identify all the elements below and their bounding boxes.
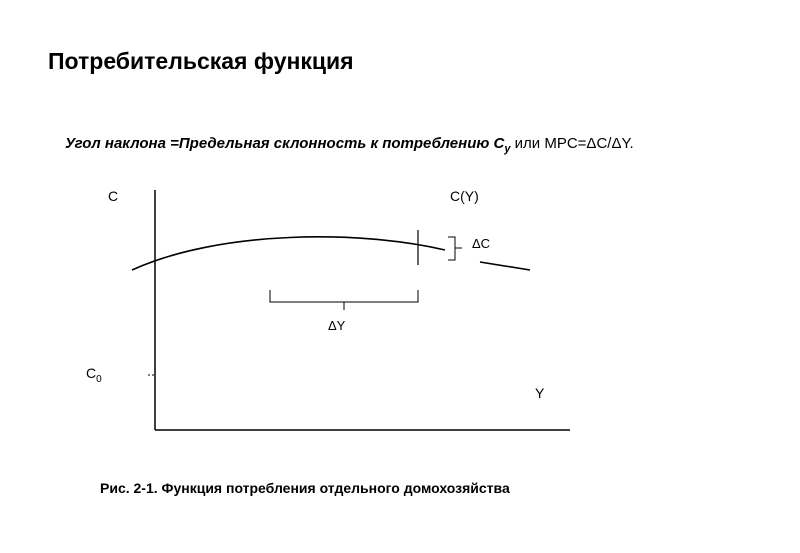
c0-text: C [86,365,96,381]
chart-svg [100,190,660,460]
curve-extra-segment [480,262,530,270]
c0-sub: 0 [96,374,102,385]
subtitle-part3: MPC=ΔC/ΔY. [544,135,633,152]
consumption-curve [132,237,445,270]
c0-label: C0 [86,365,102,385]
delta-c-label: ΔC [472,236,490,251]
subtitle-part2: или [510,135,544,152]
figure-caption: Рис. 2-1. Функция потребления отдельного… [100,480,520,496]
x-axis-label: Y [535,385,544,401]
delta-c-bracket [448,237,462,260]
curve-label: C(Y) [450,188,479,204]
delta-y-label: ΔY [328,318,345,333]
subtitle-part1: Угол наклона =Предельная склонность к по… [65,135,504,152]
y-axis-label: C [108,188,118,204]
delta-y-bracket [270,290,418,310]
page-title: Потребительская функция [48,48,354,75]
consumption-chart: C C(Y) ΔC ΔY Y C0 [100,190,660,460]
subtitle: Угол наклона =Предельная склонность к по… [65,135,634,155]
